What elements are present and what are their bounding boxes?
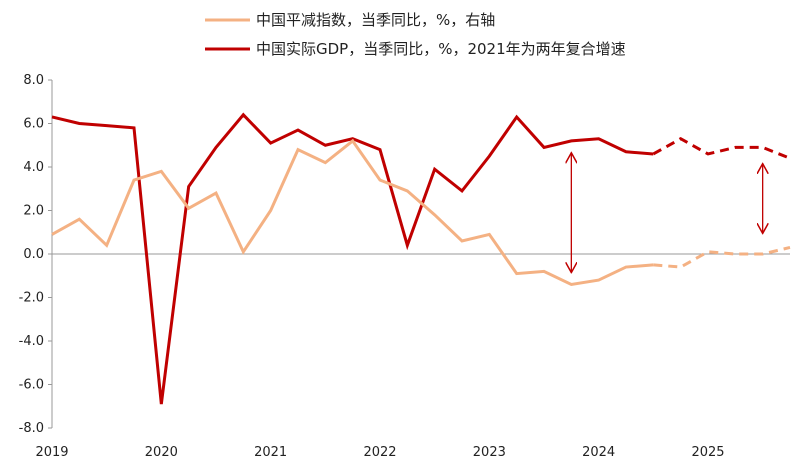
x-tick-label: 2023 [473,445,506,460]
x-tick-label: 2024 [582,445,615,460]
y-tick-label: 0.0 [23,247,44,262]
y-tick-label: 4.0 [23,160,44,175]
y-tick-label: 2.0 [23,204,44,219]
x-tick-label: 2020 [145,445,178,460]
legend-label-deflator: 中国平减指数，当季同比，%，右轴 [256,11,495,29]
y-tick-label: -6.0 [19,378,44,393]
y-tick-label: -4.0 [19,334,44,349]
x-tick-label: 2022 [363,445,396,460]
series-forecast-deflator [653,246,791,269]
legend-label-gdp: 中国实际GDP，当季同比，%，2021年为两年复合增速 [256,40,626,58]
y-tick-label: -2.0 [19,291,44,306]
x-tick-label: 2021 [254,445,287,460]
series-layer [51,112,791,405]
y-tick-label: -8.0 [19,421,44,436]
series-line-gdp [51,112,654,405]
annotations [571,154,762,271]
legend: 中国平减指数，当季同比，%，右轴中国实际GDP，当季同比，%，2021年为两年复… [205,11,626,58]
x-tick-label: 2025 [691,445,724,460]
x-tick-label: 2019 [35,445,68,460]
y-tick-label: 6.0 [23,117,44,132]
y-tick-label: 8.0 [23,73,44,88]
series-forecast-gdp [652,137,791,160]
axes: 8.0 6.0 4.0 2.0 0.0 -2.0 -4.0 -6.0 -8.0 2019 2020 2… [19,73,790,460]
